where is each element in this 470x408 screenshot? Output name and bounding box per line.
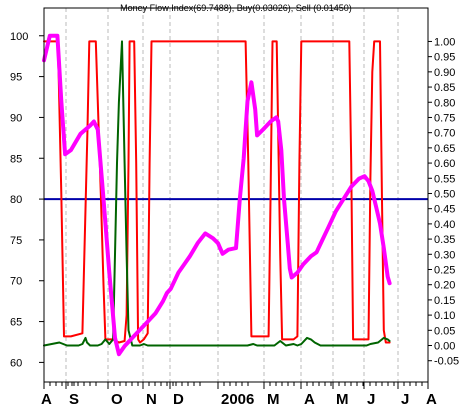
left-y-axis: 60 65 70 75 80 85 90 95 100 (10, 31, 44, 369)
right-y-tick-label: 0.25 (434, 264, 455, 276)
buy-line (43, 40, 391, 347)
left-y-tick-label: 65 (10, 317, 22, 329)
left-y-tick-label: 95 (10, 72, 22, 84)
mfi-line (42, 33, 392, 357)
series-layer (42, 33, 428, 357)
vertical-gridlines (65, 8, 399, 382)
right-y-tick-label: 0.35 (434, 234, 455, 246)
right-y-tick-label: 0.40 (434, 219, 455, 231)
right-y-tick-label: 0.55 (434, 173, 455, 185)
x-tick-label: J (401, 391, 409, 408)
right-y-tick-label: 0.85 (434, 82, 455, 94)
left-y-tick-label: 75 (10, 235, 22, 247)
left-y-tick-label: 85 (10, 153, 22, 165)
x-tick-label: S (69, 391, 79, 408)
left-y-tick-label: 90 (10, 112, 22, 124)
right-y-tick-label: 0.05 (434, 325, 455, 337)
left-y-tick-label: 60 (10, 357, 22, 369)
right-y-tick-label: 0.10 (434, 310, 455, 322)
x-tick-label: A (426, 391, 437, 408)
x-tick-label: A (41, 391, 52, 408)
x-axis-ticks: A S O N D 2006 M A M J J A (41, 382, 437, 408)
chart-title: Money Flow Index(69.7488), Buy(0.03026),… (120, 3, 352, 13)
right-y-tick-label: 0.80 (434, 97, 455, 109)
x-tick-label: M (267, 391, 280, 408)
right-y-tick-label: 0.50 (434, 188, 455, 200)
right-y-tick-label: 0.90 (434, 67, 455, 79)
sell-line (43, 40, 391, 344)
x-tick-label: M (336, 391, 349, 408)
right-y-tick-label: 0.65 (434, 143, 455, 155)
right-y-tick-label: 0.70 (434, 128, 455, 140)
right-y-tick-label: 0.75 (434, 112, 455, 124)
right-y-tick-label: 1.00 (434, 36, 455, 48)
right-y-tick-label: 0.60 (434, 158, 455, 170)
right-y-tick-label: 0.15 (434, 295, 455, 307)
left-y-tick-label: 100 (10, 31, 28, 43)
x-tick-label: J (367, 391, 375, 408)
plot-frame (43, 7, 429, 383)
x-tick-label: O (111, 391, 123, 408)
left-y-tick-label: 70 (10, 276, 22, 288)
right-y-tick-label: 0.00 (434, 341, 455, 353)
left-y-tick-label: 80 (10, 194, 22, 206)
right-y-tick-label: 0.30 (434, 249, 455, 261)
x-tick-label: D (173, 391, 184, 408)
right-y-tick-label: 0.45 (434, 204, 455, 216)
x-tick-label: 2006 (221, 391, 254, 408)
right-y-axis: -0.05 0.00 0.05 0.10 0.15 0.20 0.25 0.30 0.35 0.4… (428, 36, 459, 368)
right-y-tick-label: 0.20 (434, 280, 455, 292)
right-y-tick-label: 0.95 (434, 52, 455, 64)
x-tick-label: N (146, 391, 157, 408)
right-y-tick-label: -0.05 (434, 356, 459, 368)
x-tick-label: A (304, 391, 315, 408)
